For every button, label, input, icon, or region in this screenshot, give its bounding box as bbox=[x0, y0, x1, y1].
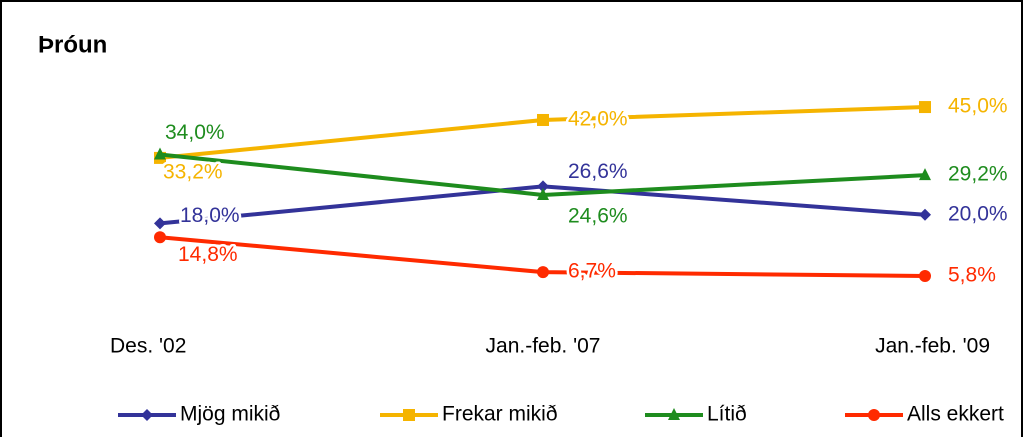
x-tick-label: Jan.-feb. '09 bbox=[875, 335, 990, 358]
data-label: 6,7% bbox=[568, 260, 616, 283]
data-label: 26,6% bbox=[568, 160, 628, 183]
x-tick-label: Des. '02 bbox=[110, 335, 186, 358]
marker bbox=[919, 168, 931, 181]
marker bbox=[919, 208, 931, 221]
marker bbox=[537, 266, 549, 279]
data-label: 5,8% bbox=[948, 264, 996, 287]
marker bbox=[154, 217, 166, 230]
marker bbox=[919, 270, 931, 283]
marker bbox=[537, 180, 549, 193]
marker bbox=[537, 113, 549, 126]
data-label: 34,0% bbox=[165, 121, 225, 144]
marker bbox=[154, 231, 166, 244]
data-label: 42,0% bbox=[568, 108, 628, 131]
legend-label: Alls ekkert bbox=[907, 403, 1004, 426]
marker bbox=[154, 147, 166, 160]
data-label: 24,6% bbox=[568, 205, 628, 228]
legend-label: Lítið bbox=[707, 403, 747, 426]
data-label: 18,0% bbox=[180, 204, 240, 227]
data-label: 20,0% bbox=[948, 202, 1008, 225]
marker bbox=[919, 101, 931, 114]
legend-marker bbox=[668, 408, 680, 420]
legend-label: Frekar mikið bbox=[442, 403, 558, 426]
data-label: 29,2% bbox=[948, 163, 1008, 186]
x-tick-label: Jan.-feb. '07 bbox=[486, 335, 601, 358]
chart-title: Þróun bbox=[38, 31, 107, 58]
legend-label: Mjög mikið bbox=[180, 403, 280, 426]
legend-marker bbox=[868, 409, 880, 421]
data-label: 45,0% bbox=[948, 95, 1008, 118]
legend-marker bbox=[141, 409, 153, 421]
data-label: 33,2% bbox=[163, 160, 223, 183]
legend-marker bbox=[403, 409, 415, 421]
marker bbox=[537, 187, 549, 200]
data-label: 14,8% bbox=[178, 243, 238, 266]
